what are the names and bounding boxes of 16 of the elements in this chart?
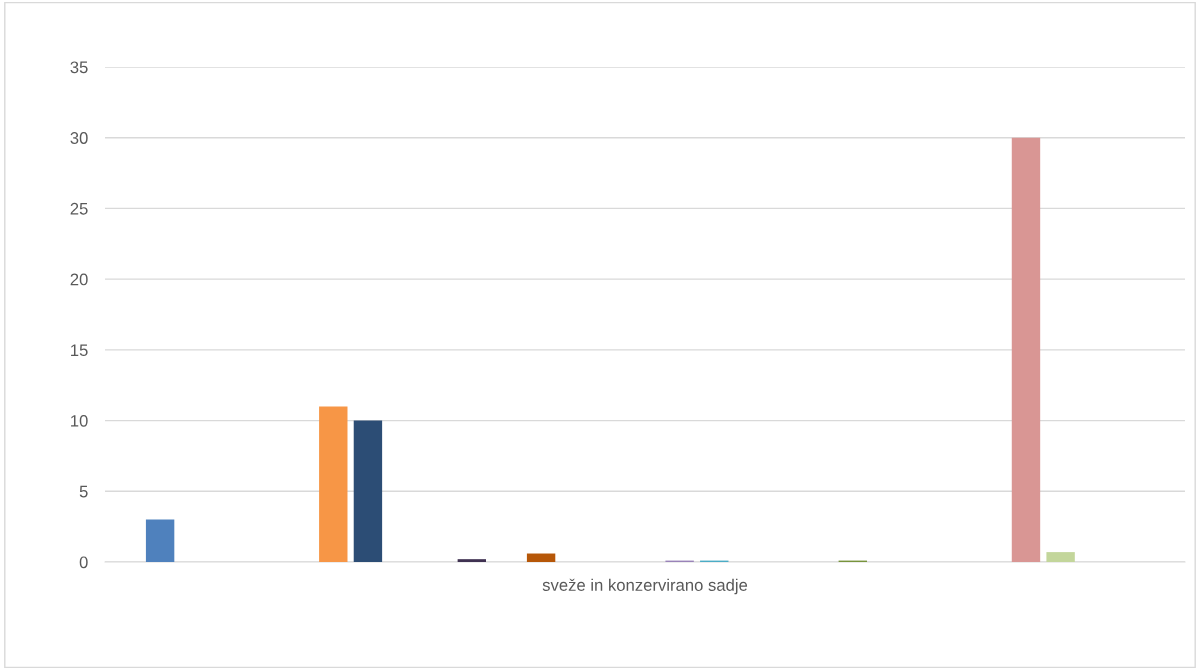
x-tick-label: sveže in konzervirano sadje — [542, 578, 748, 595]
y-tick-label: 30 — [70, 132, 88, 144]
bar — [145, 519, 175, 562]
bar — [1011, 137, 1041, 562]
y-tick-label: 10 — [71, 414, 88, 427]
y-tick-label: 20 — [70, 273, 88, 286]
bar — [526, 553, 556, 562]
y-tick-label: 15 — [71, 344, 88, 357]
y-tick-label: 35 — [70, 61, 88, 74]
y-tick-label: 25 — [70, 202, 88, 215]
y-tick-label: 0 — [79, 556, 88, 569]
bar — [457, 559, 487, 562]
y-tick-label: 5 — [79, 485, 88, 498]
bar — [319, 406, 348, 562]
bar — [353, 420, 383, 562]
bar — [1046, 552, 1075, 562]
